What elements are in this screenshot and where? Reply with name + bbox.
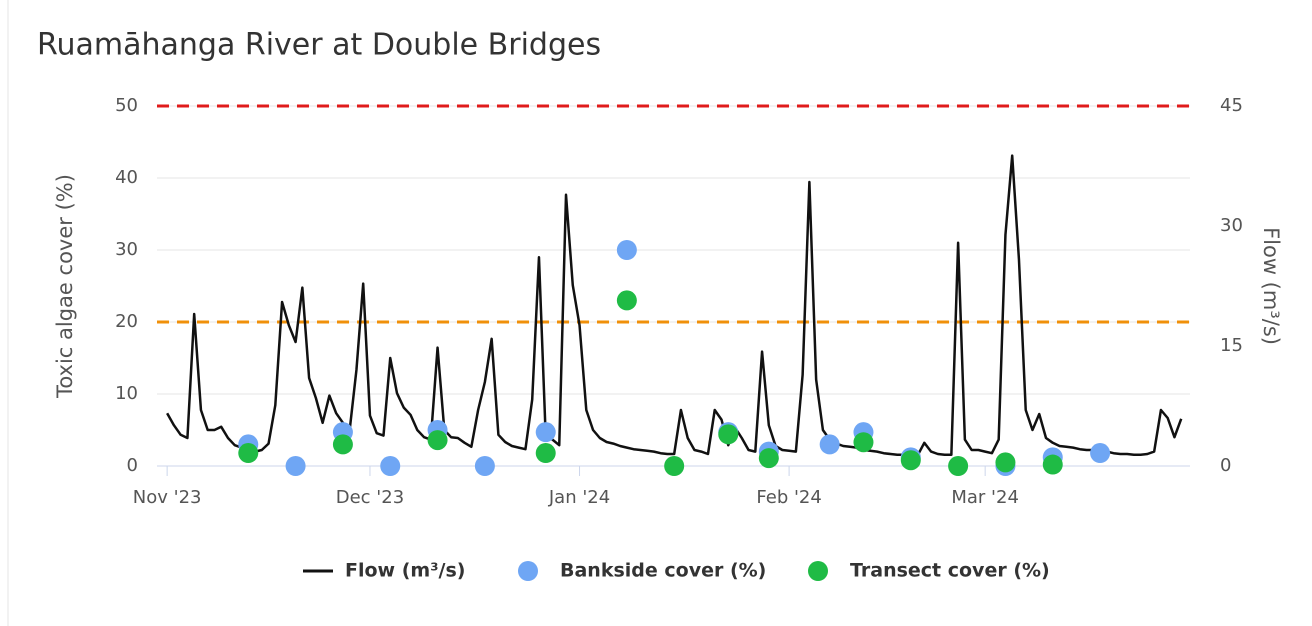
chart-title: Ruamāhanga River at Double Bridges xyxy=(37,28,601,63)
y2-tick-label: 30 xyxy=(1220,215,1243,236)
point xyxy=(718,424,739,445)
legend-swatch xyxy=(808,561,828,581)
x-tick-label: Jan '24 xyxy=(548,487,610,508)
y2-tick-label: 45 xyxy=(1220,95,1243,116)
point xyxy=(758,448,779,469)
y-tick-label: 10 xyxy=(115,383,138,404)
legend-swatch xyxy=(518,561,538,581)
point xyxy=(819,434,840,455)
point xyxy=(948,456,969,476)
y-tick-label: 40 xyxy=(115,167,138,188)
point xyxy=(616,290,637,311)
point xyxy=(1090,443,1111,464)
point xyxy=(616,240,637,260)
point xyxy=(285,456,306,476)
y2-tick-label: 15 xyxy=(1220,335,1243,356)
y-axis-title: Toxic algae cover (%) xyxy=(53,174,77,399)
point xyxy=(664,456,685,476)
point xyxy=(474,456,495,476)
x-tick-label: Mar '24 xyxy=(951,487,1019,508)
x-tick-label: Dec '23 xyxy=(336,487,404,508)
point xyxy=(535,443,556,464)
point xyxy=(853,432,874,453)
y-tick-label: 30 xyxy=(115,239,138,260)
legend-label: Transect cover (%) xyxy=(850,560,1050,582)
point xyxy=(332,434,353,455)
point xyxy=(238,443,259,464)
y-tick-label: 20 xyxy=(115,311,138,332)
point xyxy=(1042,454,1063,475)
y-tick-label: 0 xyxy=(127,455,138,476)
point xyxy=(535,422,556,443)
flow-line xyxy=(166,154,1183,457)
y2-tick-label: 0 xyxy=(1220,455,1231,476)
legend-label: Flow (m³/s) xyxy=(345,560,465,582)
legend-label: Bankside cover (%) xyxy=(560,560,766,582)
point xyxy=(995,452,1016,473)
y2-axis-title: Flow (m³/s) xyxy=(1259,227,1283,345)
x-tick-label: Feb '24 xyxy=(756,487,821,508)
x-tick-label: Nov '23 xyxy=(133,487,202,508)
point xyxy=(380,456,401,476)
point xyxy=(900,450,921,471)
point xyxy=(427,430,448,451)
y-tick-label: 50 xyxy=(115,95,138,116)
legend: Flow (m³/s) Bankside cover (%) Transect co… xyxy=(303,560,1050,582)
